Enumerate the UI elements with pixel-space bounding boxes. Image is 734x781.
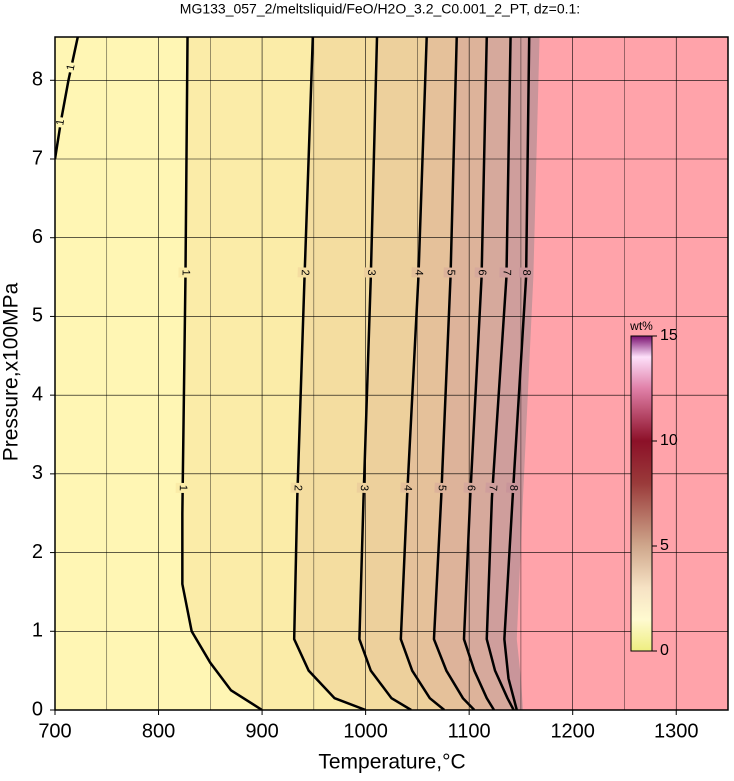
x-tick-label: 900 (245, 720, 278, 742)
contour-label-bg (63, 61, 80, 74)
contour-label: 6 (465, 485, 477, 492)
colorbar-tick-label: 10 (660, 432, 678, 449)
contour-label: 8 (507, 484, 519, 491)
x-tick-label: 700 (38, 720, 71, 742)
colorbar-tick-label: 5 (660, 537, 669, 554)
contour-label-bg (363, 267, 379, 278)
contour-label-bg (505, 482, 521, 494)
y-tick-label: 5 (32, 305, 43, 327)
x-tick-label: 1100 (448, 720, 491, 742)
x-tick-label: 800 (142, 720, 175, 742)
y-tick-label: 0 (32, 698, 43, 720)
contour-label: 7 (486, 484, 498, 491)
chart-title: MG133_057_2/meltsliquid/FeO/H2O_3.2_C0.0… (180, 1, 580, 17)
contour-label: 4 (413, 269, 425, 276)
contour-label: 2 (292, 485, 304, 492)
contour-label-bg (443, 267, 458, 278)
colorbar-label: wt% (629, 319, 653, 333)
contour-label-bg (175, 482, 190, 494)
masked-region (516, 37, 728, 710)
contour-label-bg (499, 267, 514, 278)
plot-frame (54, 36, 729, 711)
contour-label-bg (434, 482, 449, 494)
contour-line (503, 37, 531, 710)
x-tick-label: 1000 (343, 720, 388, 742)
y-axis-label: Pressure,x100MPa (0, 282, 23, 461)
contour-label: 3 (365, 269, 377, 275)
colorbar-tick-label: 15 (660, 327, 678, 344)
x-tick-label: 1300 (654, 720, 699, 742)
contour-label-bg (400, 482, 415, 494)
plot-area: 1 1 1 1 2 2 3 3 4 4 5 5 6 6 7 7 8 8 (54, 37, 728, 710)
y-tick-label: 6 (32, 226, 43, 248)
contour-label: 1 (65, 63, 78, 72)
contour-label: 4 (401, 485, 413, 492)
contour-label-bg (463, 482, 478, 494)
contour-label-bg (519, 267, 534, 278)
x-axis-label: Temperature,°C (318, 751, 465, 774)
contour-label: 5 (436, 485, 448, 492)
contour-label-bg (356, 482, 372, 494)
y-tick-label: 8 (32, 69, 43, 91)
contour-label-bg (474, 267, 489, 278)
contour-line (181, 37, 263, 710)
contour-label: 6 (476, 269, 488, 275)
contour-label-bg (178, 267, 193, 278)
contour-label: 1 (54, 118, 67, 126)
contour-label-bg (55, 116, 69, 129)
y-tick-label: 4 (32, 383, 43, 405)
contour-line (55, 37, 80, 160)
y-tick-label: 2 (32, 541, 43, 563)
y-tick-label: 3 (32, 462, 43, 484)
contour-label-bg (290, 482, 305, 494)
contour-label: 3 (358, 485, 370, 492)
contour-label-bg (485, 482, 500, 494)
contour-label-bg (411, 267, 426, 278)
colorbar-tick-label: 0 (660, 642, 669, 659)
colorbar (630, 335, 653, 652)
contour-label-bg (297, 267, 312, 278)
contour-label: 7 (501, 269, 513, 275)
contour-label: 2 (299, 269, 311, 276)
contour-label: 1 (177, 485, 189, 491)
x-tick-label: 1200 (550, 720, 595, 742)
contour-label: 1 (180, 269, 192, 275)
contour-label: 5 (445, 269, 457, 275)
contour-label: 8 (520, 269, 532, 275)
y-tick-label: 1 (32, 620, 43, 642)
y-tick-label: 7 (32, 147, 43, 169)
